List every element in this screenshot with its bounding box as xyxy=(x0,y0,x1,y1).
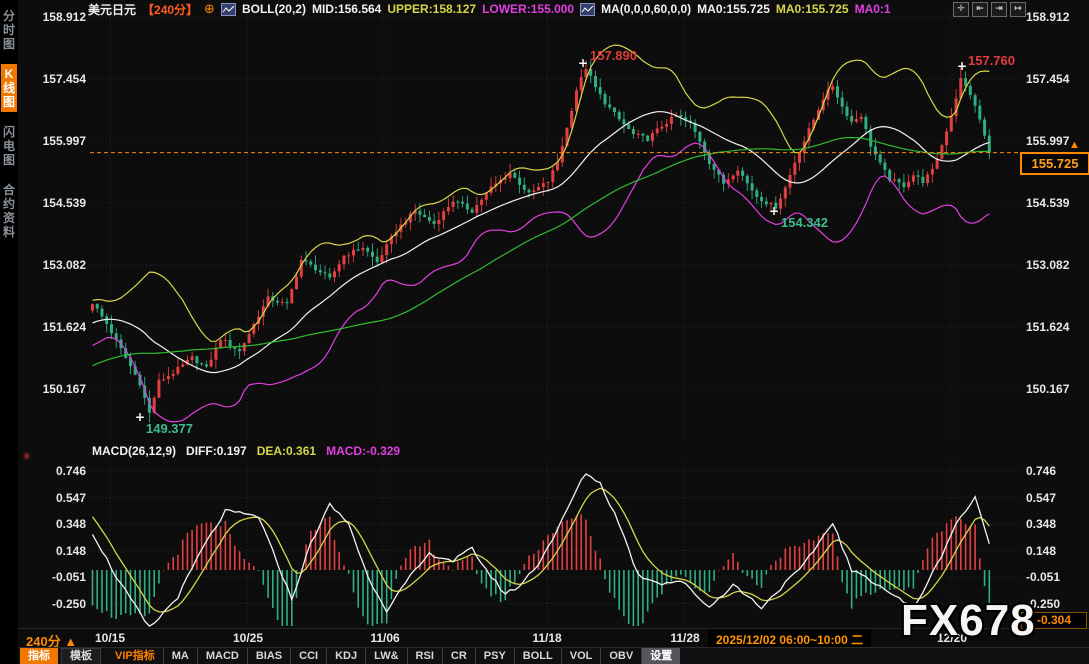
boll-lower-value: LOWER:155.000 xyxy=(482,2,575,16)
macd-chart[interactable] xyxy=(90,462,1022,628)
toolbar-button-BOLL[interactable]: BOLL xyxy=(513,648,561,664)
date-tick-11/06: 11/06 xyxy=(370,631,400,645)
date-tick-12/20: 12/20 xyxy=(936,631,968,645)
price-axis-label-right-6: 150.167 xyxy=(1026,382,1070,396)
toolbar-button-MACD[interactable]: MACD xyxy=(196,648,247,664)
left-sidebar: 分时图 K线图闪电图合约资料 xyxy=(0,0,18,664)
price-axis-label-right-4: 153.082 xyxy=(1026,258,1070,272)
ma0-yellow-value: MA0:155.725 xyxy=(775,2,849,16)
toolbar-button-LW&[interactable]: LW& xyxy=(365,648,406,664)
axis-compress-right-icon[interactable]: ⇥ xyxy=(991,2,1007,17)
macd-hist-value: MACD:-0.329 xyxy=(326,444,401,458)
toolbar-button-KDJ[interactable]: KDJ xyxy=(326,648,365,664)
macd-axis-label-right-5: -0.250 xyxy=(1026,596,1061,611)
main-chart[interactable] xyxy=(90,14,1022,440)
toolbar-button-指标[interactable]: 指标 xyxy=(20,648,58,664)
toolbar-button-CCI[interactable]: CCI xyxy=(290,648,326,664)
extreme-cross-marker: + xyxy=(956,59,968,73)
price-axis-label-right-0: 158.912 xyxy=(1026,10,1070,24)
date-tick-11/28: 11/28 xyxy=(670,631,700,645)
ma-label: MA(0,0,0,60,0,0) xyxy=(601,2,692,16)
sidebar-item-4[interactable]: 合约资料 xyxy=(2,183,15,239)
indicator-burst-icon[interactable]: ✳ xyxy=(22,451,32,463)
symbol-title: 美元日元 xyxy=(88,2,137,17)
macd-axis-label-left-2: 0.348 xyxy=(55,517,86,531)
sidebar-item-1[interactable]: 分时图 xyxy=(2,9,15,51)
chart-tool-icons: ✛ ⇤ ⇥ ↦ xyxy=(953,2,1026,17)
toolbar-button-MA[interactable]: MA xyxy=(162,648,197,664)
selected-candle-datetime: 2025/12/02 06:00~10:00 二 xyxy=(708,629,872,650)
crosshair-icon[interactable]: ✛ xyxy=(953,2,969,17)
boll-label: BOLL(20,2) xyxy=(241,2,306,16)
date-tick-10/15: 10/15 xyxy=(94,631,126,645)
price-axis-label-left-2: 155.997 xyxy=(42,134,86,148)
price-marker-arrow-icon: ▲ xyxy=(1069,139,1080,151)
mini-chart-icon xyxy=(220,2,236,16)
toolbar-button-OBV[interactable]: OBV xyxy=(600,648,641,664)
macd-axis-label-left-3: 0.148 xyxy=(55,543,86,558)
date-tick-10/25: 10/25 xyxy=(232,631,264,645)
macd-axis-label-left-1: 0.547 xyxy=(55,490,86,505)
macd-axis-label-right-2: 0.348 xyxy=(1026,517,1057,531)
price-annotation-157.890: 157.890 xyxy=(590,48,637,63)
toolbar-button-VOL[interactable]: VOL xyxy=(560,648,601,664)
macd-axis-label-left-5: -0.250 xyxy=(51,596,86,611)
boll-upper-value: UPPER:158.127 xyxy=(387,2,477,16)
last-price-marker: 155.725 xyxy=(1020,152,1089,175)
price-axis-label-right-5: 151.624 xyxy=(1026,320,1070,334)
macd-axis-label-right-1: 0.547 xyxy=(1026,490,1057,505)
price-axis-label-left-4: 153.082 xyxy=(42,258,86,272)
boll-mid-value: MID:156.564 xyxy=(311,2,382,16)
toolbar-button-CR[interactable]: CR xyxy=(441,648,475,664)
axis-compress-left-icon[interactable]: ⇤ xyxy=(972,2,988,17)
extreme-cross-marker: + xyxy=(768,204,780,218)
price-axis-label-left-3: 154.539 xyxy=(42,196,86,210)
toolbar-button-RSI[interactable]: RSI xyxy=(406,648,442,664)
extreme-cross-marker: + xyxy=(577,56,589,70)
price-axis-label-right-3: 154.539 xyxy=(1026,196,1070,210)
add-indicator-icon[interactable]: ⊕ xyxy=(204,1,215,16)
price-annotation-149.377: 149.377 xyxy=(146,421,193,436)
toolbar-button-PSY[interactable]: PSY xyxy=(474,648,514,664)
price-axis-label-left-1: 157.454 xyxy=(42,72,86,86)
price-axis-label-left-5: 151.624 xyxy=(42,320,86,334)
macd-diff-value: DIFF:0.197 xyxy=(186,444,247,458)
indicator-toolbar: 指标 模板 VIP指标 MA MACD BIAS CCI KDJ LW& RSI CR PSY BOLL… xyxy=(18,647,1089,664)
price-annotation-154.342: 154.342 xyxy=(781,215,828,230)
pan-right-icon[interactable]: ↦ xyxy=(1010,2,1026,17)
macd-axis-label-right-3: 0.148 xyxy=(1026,543,1057,558)
date-tick-11/18: 11/18 xyxy=(532,631,562,645)
toolbar-button-BIAS[interactable]: BIAS xyxy=(246,648,290,664)
ma0-magenta-value: MA0:1 xyxy=(854,2,891,16)
date-axis-bar: 240分 ▲ 2025/12/02 06:00~10:00 二 10/15 10/… xyxy=(18,628,1089,650)
toolbar-button-VIP指标[interactable]: VIP指标 xyxy=(115,650,155,662)
price-annotation-157.760: 157.760 xyxy=(968,53,1015,68)
macd-title: MACD(26,12,9) xyxy=(92,444,177,458)
period-selector[interactable]: 240分 ▲ xyxy=(26,634,78,649)
macd-axis-label-right-4: -0.051 xyxy=(1026,570,1061,584)
macd-axis-label-left-0: 0.746 xyxy=(55,464,86,478)
macd-axis-label-right-0: 0.746 xyxy=(1026,464,1057,478)
toolbar-button-模板[interactable]: 模板 xyxy=(61,648,101,664)
macd-last-value-marker: -0.304 xyxy=(1021,612,1087,629)
extreme-cross-marker: + xyxy=(134,410,146,424)
period-badge: 【240分】 xyxy=(142,2,199,17)
ma0-white-value: MA0:155.725 xyxy=(697,2,770,16)
price-axis-label-right-1: 157.454 xyxy=(1026,72,1070,86)
sidebar-item-2[interactable]: K线图 xyxy=(1,64,17,112)
price-axis-label-left-6: 150.167 xyxy=(42,382,86,396)
macd-axis-label-left-4: -0.051 xyxy=(51,570,86,584)
watermark: FX678 xyxy=(901,596,1036,645)
chart-header: 美元日元 【240分】 ⊕ BOLL(20,2) MID:156.564 UPP… xyxy=(88,1,891,17)
macd-dea-value: DEA:0.361 xyxy=(256,444,317,458)
toolbar-button-设置[interactable]: 设置 xyxy=(641,648,681,664)
sidebar-item-3[interactable]: 闪电图 xyxy=(2,125,15,167)
mini-chart-icon xyxy=(580,2,596,16)
macd-header: MACD(26,12,9) DIFF:0.197 DEA:0.361 MACD:… xyxy=(92,444,400,458)
price-axis-label-left-0: 158.912 xyxy=(42,10,86,24)
price-axis-label-right-2: 155.997 xyxy=(1026,134,1070,148)
